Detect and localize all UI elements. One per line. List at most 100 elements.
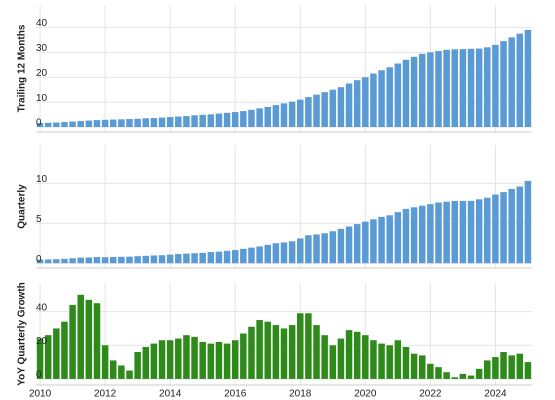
bar [492,44,499,128]
bar [402,208,410,264]
bar [53,122,60,128]
bar [427,204,434,264]
bar [215,251,223,264]
bar [248,247,255,264]
bar [240,111,247,128]
bar [272,243,280,264]
bar [305,313,312,379]
bar [93,256,101,264]
bar [288,325,296,379]
bar [508,355,515,379]
bar [231,250,239,264]
bar [44,122,52,128]
bar [272,105,280,128]
bar [378,343,385,379]
bar [215,341,223,379]
bar [199,114,206,128]
bar [353,224,361,264]
bar [280,328,288,379]
bar [207,114,215,128]
bar [345,83,353,128]
bar [36,259,44,264]
x-tick-label: 2014 [159,389,182,400]
bar [459,373,467,379]
bar [240,333,247,379]
bar [305,235,312,264]
bar [443,372,450,379]
bar [305,97,312,128]
bar [166,254,174,264]
bar [85,120,93,128]
bar [280,242,288,264]
bar [69,258,76,264]
bar [53,328,60,379]
bar [101,257,109,264]
y-axis-label: YoY Quarterly Growth [17,282,28,386]
bar [516,353,524,379]
bar [118,256,125,264]
bar [370,340,377,379]
bar [36,123,44,128]
bar [126,119,133,128]
bar [44,335,52,379]
bar [427,363,434,379]
bar [443,49,450,128]
bar [231,340,239,379]
bar [467,375,475,379]
bar [362,221,369,264]
bar [337,87,345,128]
bar [240,248,247,264]
bar [345,226,353,264]
bar [435,367,442,379]
x-tick-label: 2022 [419,389,442,400]
bar [150,118,158,128]
bar [183,253,190,264]
bar [321,233,328,264]
bar [158,340,166,379]
bar [435,51,442,128]
bar [500,192,507,264]
bar [427,52,434,128]
bar [297,238,304,264]
bar [85,257,93,264]
y-tick-label: 10 [36,174,48,185]
bar [53,259,60,264]
bar [492,194,499,264]
bar [313,234,320,264]
bar [345,330,353,379]
bar [215,113,223,128]
bar [467,200,475,264]
x-tick-label: 2010 [29,389,52,400]
bar [484,360,491,379]
y-tick-label: 40 [36,18,48,29]
bar [524,29,532,128]
bar [264,321,271,379]
bar [337,338,345,379]
bar [166,117,174,128]
bar [386,345,393,379]
bar [288,241,296,264]
bar [142,346,150,379]
bar [175,254,182,264]
bar [126,370,133,379]
x-tick-label: 2024 [484,389,507,400]
bar [337,228,345,264]
bar [500,352,507,379]
bar [126,256,133,264]
bar [231,112,239,128]
bar [418,53,426,128]
bar [451,49,459,128]
bar [36,338,44,379]
bar [93,303,101,379]
y-tick-label: 30 [36,43,48,54]
bar [394,63,402,128]
bar [370,219,377,264]
bar [394,212,402,264]
bar [394,340,402,379]
bar [118,119,125,128]
bar [378,216,385,264]
bar [223,343,231,379]
bar [329,345,337,379]
bar [134,256,141,264]
